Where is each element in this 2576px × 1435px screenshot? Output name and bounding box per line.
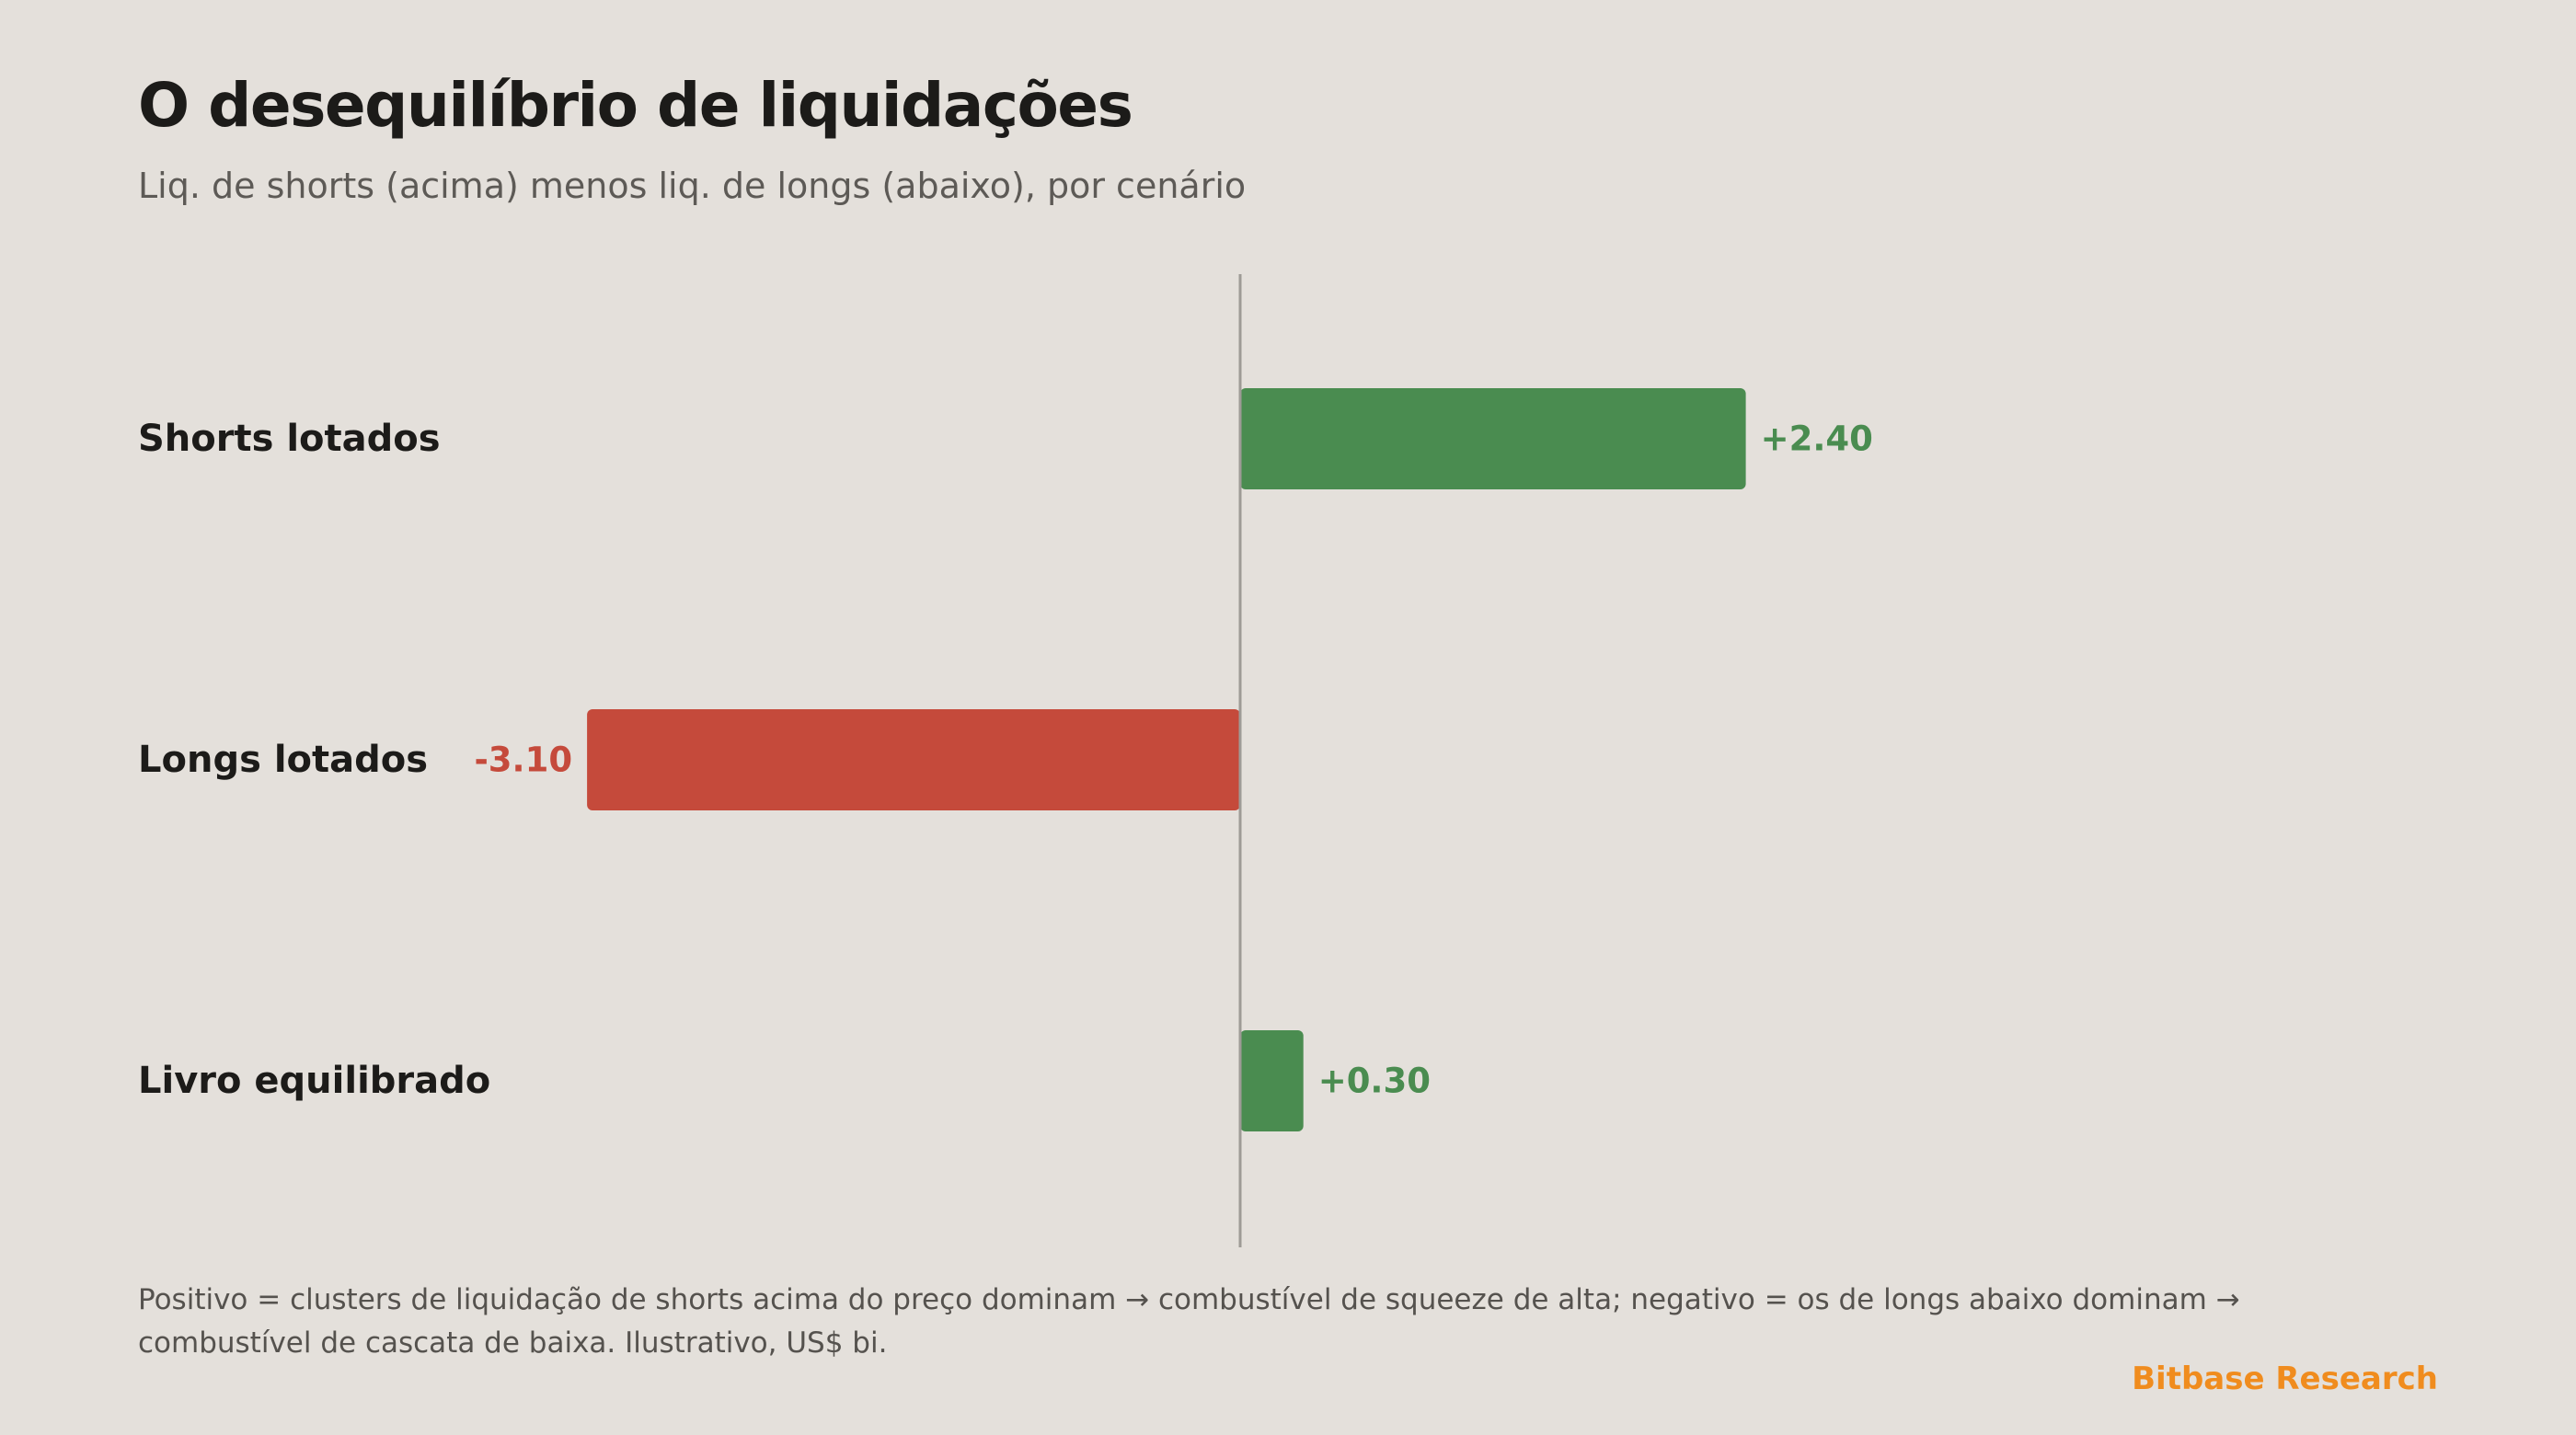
category-label: Longs lotados xyxy=(138,739,428,781)
value-label: +0.30 xyxy=(1318,1062,1431,1101)
category-label: Livro equilibrado xyxy=(138,1060,490,1102)
chart-footnote: Positivo = clusters de liquidação de sho… xyxy=(138,1283,2240,1360)
value-label: +2.40 xyxy=(1761,419,1873,459)
bar xyxy=(1240,1030,1304,1131)
brand-label: Bitbase Research xyxy=(2132,1360,2438,1397)
chart-title: O desequilíbrio de liquidações xyxy=(138,70,1133,141)
category-label: Shorts lotados xyxy=(138,418,441,460)
chart-subtitle: Liq. de shorts (acima) menos liq. de lon… xyxy=(138,166,1247,206)
value-label: -3.10 xyxy=(474,740,572,780)
bar xyxy=(1240,388,1746,489)
bar xyxy=(587,709,1240,810)
